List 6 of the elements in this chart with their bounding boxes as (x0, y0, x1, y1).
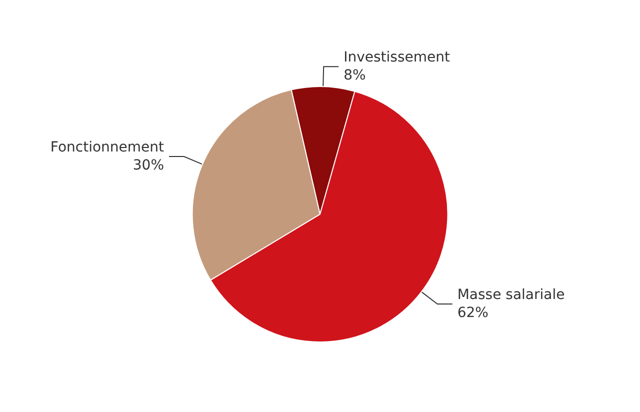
slice-label: Fonctionnement (50, 140, 165, 156)
slice-label: Masse salariale (457, 286, 565, 303)
slice-label: Investissement (344, 50, 451, 66)
data-label: 8% (344, 68, 366, 84)
data-label: 62% (457, 304, 488, 321)
data-label: 30% (132, 158, 164, 174)
